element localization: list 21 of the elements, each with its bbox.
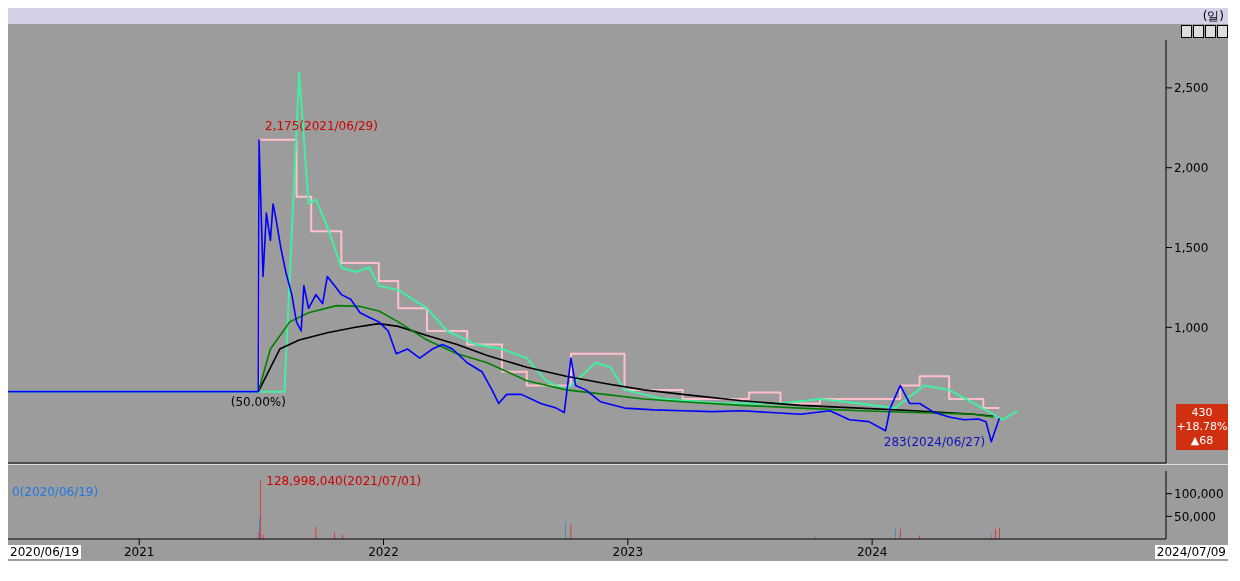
text: 2024/07/09 xyxy=(1154,545,1228,559)
annotation: (50.00%) xyxy=(230,395,286,410)
x-tick-label: 2023 xyxy=(612,544,644,559)
text: 430 xyxy=(1190,406,1214,420)
x-tick-label: 2024 xyxy=(856,544,888,559)
y-tick-label: 1,000 xyxy=(1174,320,1209,335)
y-tick-label: 2,500 xyxy=(1174,81,1209,96)
y-tick-label: 100,000 xyxy=(1174,486,1224,501)
text: 2020/06/19 xyxy=(8,545,82,559)
text: (일) xyxy=(8,8,1228,24)
x-tick-label: 2021 xyxy=(123,544,155,559)
y-tick-label: 50,000 xyxy=(1174,509,1216,524)
y-tick-label: 1,500 xyxy=(1174,240,1209,255)
text: +18.78% xyxy=(1176,420,1228,434)
annotation: 283(2024/06/27) xyxy=(883,435,986,450)
y-tick-label: 2,000 xyxy=(1174,160,1209,175)
annotation: 128,998,040(2021/07/01) xyxy=(266,473,422,488)
line-series xyxy=(8,71,1019,421)
x-tick-label: 2022 xyxy=(368,544,399,559)
annotation: 0(2020/06/19) xyxy=(12,485,99,499)
text: ▲68 xyxy=(1189,434,1215,448)
